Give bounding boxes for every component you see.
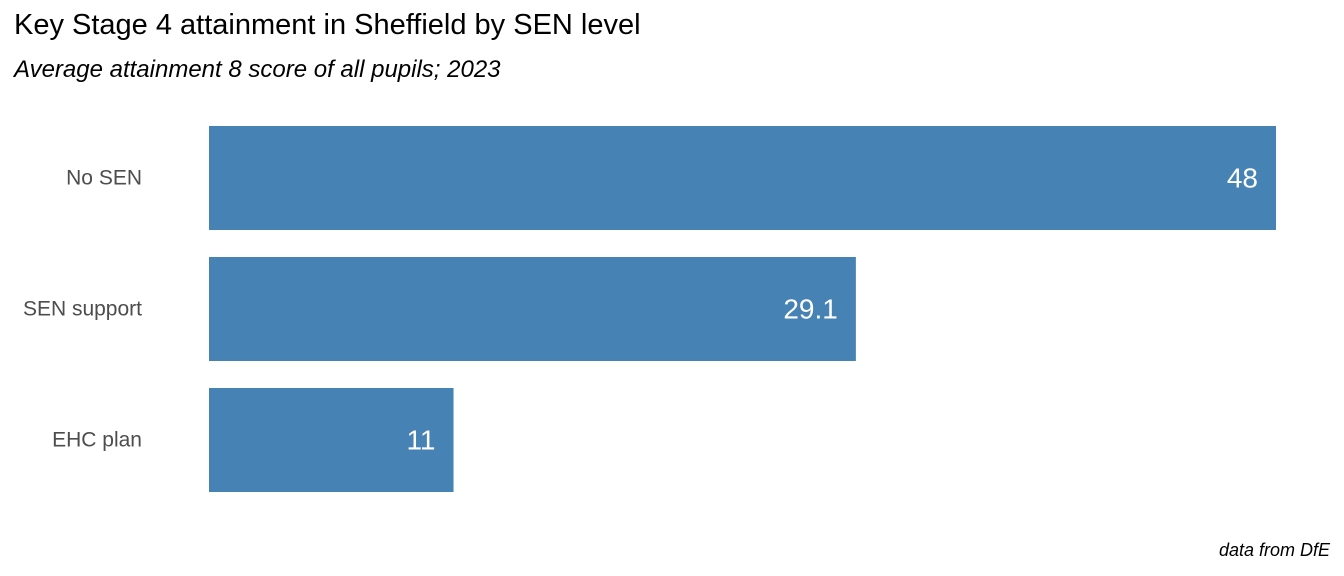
chart-subtitle: Average attainment 8 score of all pupils… [14, 56, 501, 83]
value-label: 11 [406, 425, 435, 456]
chart-title: Key Stage 4 attainment in Sheffield by S… [14, 9, 641, 41]
bar [209, 388, 454, 492]
value-label: 48 [1227, 163, 1258, 194]
category-label: SEN support [23, 298, 142, 321]
bar [209, 257, 856, 361]
bar [209, 126, 1276, 230]
category-label: EHC plan [52, 429, 142, 452]
category-label: No SEN [66, 167, 142, 190]
value-label: 29.1 [783, 294, 838, 325]
chart-caption: data from DfE [1218, 540, 1330, 560]
